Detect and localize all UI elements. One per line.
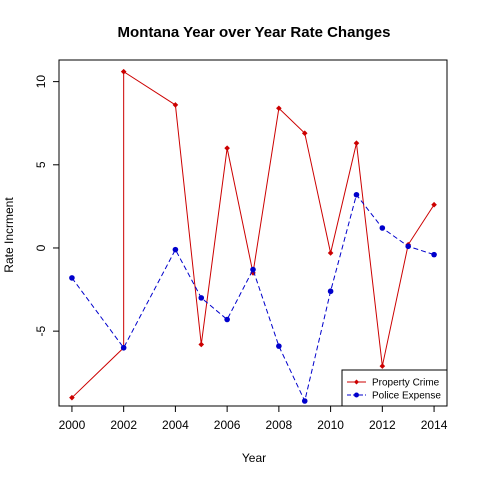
property-crime-point	[198, 342, 204, 348]
x-tick-label: 2000	[59, 418, 86, 432]
police-expense-point	[380, 225, 386, 231]
y-axis-label: Rate Incrment	[2, 197, 16, 273]
x-tick-label: 2008	[266, 418, 293, 432]
x-tick-label: 2004	[162, 418, 189, 432]
x-tick-label: 2006	[214, 418, 241, 432]
x-axis-label: Year	[242, 451, 266, 465]
police-expense-point	[276, 343, 282, 349]
police-expense-point	[328, 288, 334, 294]
police-expense-point	[198, 295, 204, 301]
x-tick-label: 2002	[110, 418, 137, 432]
police-expense-point	[405, 244, 411, 250]
property-crime-point	[121, 69, 127, 75]
plot-area	[69, 69, 437, 404]
property-crime-point	[380, 363, 386, 369]
property-crime-point	[431, 202, 437, 208]
police-expense-point	[302, 398, 308, 404]
y-axis: -5 0 5 10	[34, 75, 59, 337]
x-tick-label: 2012	[369, 418, 396, 432]
property-crime-point	[224, 145, 230, 151]
legend-police-expense-label: Police Expense	[372, 391, 441, 402]
property-crime-point	[173, 102, 179, 108]
y-tick-label: -5	[34, 325, 48, 336]
chart-title: Montana Year over Year Rate Changes	[118, 24, 391, 41]
police-expense-point	[173, 247, 179, 253]
police-expense-point	[431, 252, 437, 258]
property-crime-point	[328, 250, 334, 256]
legend-police-expense-marker	[354, 393, 359, 398]
x-axis: 2000 2002 2004 2006 2008 2010 2012 2014	[59, 406, 448, 432]
police-expense-point	[121, 345, 127, 351]
y-tick-label: 5	[34, 161, 48, 168]
y-tick-label: 10	[34, 75, 48, 89]
legend: Property Crime Police Expense	[342, 370, 447, 406]
property-crime-point	[354, 140, 360, 146]
legend-property-crime-label: Property Crime	[372, 378, 440, 389]
y-tick-label: 0	[34, 244, 48, 251]
police-expense-point	[224, 317, 230, 323]
police-expense-point	[69, 275, 75, 281]
police-expense-point	[250, 267, 256, 273]
police-expense-point	[354, 192, 360, 198]
x-tick-label: 2014	[421, 418, 448, 432]
x-tick-label: 2010	[317, 418, 344, 432]
